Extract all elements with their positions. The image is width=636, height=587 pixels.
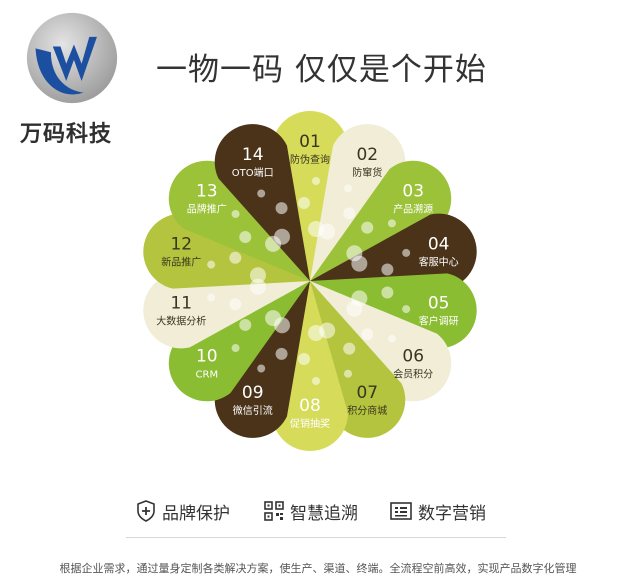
- petal-label: 产品溯源: [393, 203, 433, 216]
- petal-number: 10: [196, 346, 218, 366]
- petal-11: [143, 273, 310, 349]
- petal-label: 防窜货: [352, 166, 382, 179]
- bubble-dot: [239, 318, 252, 331]
- footer-text: 根据企业需求，通过量身定制各类解决方案，使生产、渠道、终端。全流程空前高效，实现…: [59, 562, 577, 575]
- bubble-dot: [249, 267, 266, 284]
- bubble-dot: [343, 207, 356, 220]
- bubble-dot: [298, 353, 310, 365]
- petal-02: [310, 124, 406, 281]
- petal-number: 07: [356, 383, 378, 403]
- petal-number: 12: [170, 235, 192, 255]
- wm-logo-icon: [26, 12, 118, 104]
- bubble-dot: [207, 260, 216, 269]
- bubble-dot: [387, 334, 396, 343]
- petal-label: 微信引流: [233, 404, 273, 417]
- bubble-dot: [312, 377, 320, 385]
- petal-number: 11: [170, 293, 192, 313]
- bubble-dot: [402, 305, 411, 314]
- bubble-dot: [249, 278, 266, 295]
- petal-number: 13: [196, 182, 218, 202]
- petal-label: 品牌推广: [187, 203, 227, 216]
- bubble-dot: [312, 177, 320, 185]
- petal-number: 04: [428, 235, 450, 255]
- bubble-dot: [231, 344, 240, 353]
- bubble-dot: [402, 248, 411, 257]
- feature-label: 数字营销: [418, 503, 486, 524]
- bubble-dot: [229, 251, 242, 264]
- petal-label: 客户调研: [419, 314, 459, 327]
- bubble-dot: [381, 263, 394, 276]
- bubble-dot: [231, 209, 240, 218]
- bubble-dot: [319, 223, 336, 240]
- feature-brand-protection: 品牌保护: [136, 496, 230, 526]
- petal-12: [143, 213, 310, 289]
- petal-label: 新品推广: [161, 256, 201, 269]
- qr-code-icon: [264, 501, 284, 521]
- feature-label: 品牌保护: [162, 503, 230, 524]
- petal-08: [272, 281, 348, 451]
- bubble-dot: [275, 347, 288, 360]
- petal-label: 防伪查询: [290, 153, 330, 166]
- feature-digital-marketing: 数字营销: [390, 496, 486, 526]
- petal-label: 会员积分: [393, 367, 433, 380]
- feature-bar: 品牌保护 智慧追溯 数字营销: [0, 496, 636, 526]
- petal-number: 06: [402, 346, 424, 366]
- feature-smart-trace: 智慧追溯: [264, 496, 358, 526]
- bubble-dot: [343, 369, 352, 378]
- bubble-dot: [387, 219, 396, 228]
- petal-number: 03: [402, 182, 424, 202]
- shield-plus-icon: [137, 500, 155, 522]
- petal-03: [310, 160, 452, 281]
- petal-04: [310, 213, 477, 289]
- petal-number: 09: [242, 383, 264, 403]
- bubble-dot: [308, 325, 324, 341]
- petal-number: 01: [299, 132, 321, 152]
- bubble-dot: [207, 293, 216, 302]
- petal-05: [310, 273, 477, 349]
- bubble-dot: [343, 184, 352, 193]
- petal-label: 客服中心: [419, 256, 459, 269]
- bubble-dot: [343, 342, 356, 355]
- divider: [126, 537, 506, 538]
- petal-number: 02: [356, 145, 378, 165]
- bubble-dot: [298, 197, 310, 209]
- headline: 一物一码 仅仅是个开始: [156, 52, 487, 88]
- petal-01: [272, 111, 348, 281]
- petal-number: 05: [428, 293, 450, 313]
- bubble-dot: [257, 364, 266, 373]
- petal-label: 大数据分析: [156, 314, 206, 327]
- bubble-dot: [274, 228, 291, 245]
- dotted-panel-icon: [390, 502, 412, 520]
- petal-label: 积分商城: [347, 404, 387, 417]
- petal-06: [310, 281, 452, 402]
- petal-label: CRM: [196, 369, 219, 380]
- bubble-dot: [351, 255, 368, 272]
- bubble-dot: [361, 328, 374, 341]
- bubble-dot: [257, 189, 266, 198]
- bubble-dot: [239, 231, 252, 244]
- brand-name: 万码科技: [20, 122, 113, 147]
- feature-label: 智慧追溯: [290, 503, 358, 524]
- petal-label: OTO端口: [232, 166, 274, 179]
- bubble-dot: [346, 300, 363, 317]
- petal-label: 促销抽奖: [290, 417, 330, 430]
- petal-number: 08: [299, 396, 321, 416]
- bubble-dot: [361, 221, 374, 234]
- bubble-dot: [265, 310, 282, 327]
- petal-number: 14: [242, 145, 264, 165]
- bubble-dot: [229, 298, 242, 311]
- bubble-dot: [275, 202, 288, 215]
- bubble-dot: [381, 286, 394, 299]
